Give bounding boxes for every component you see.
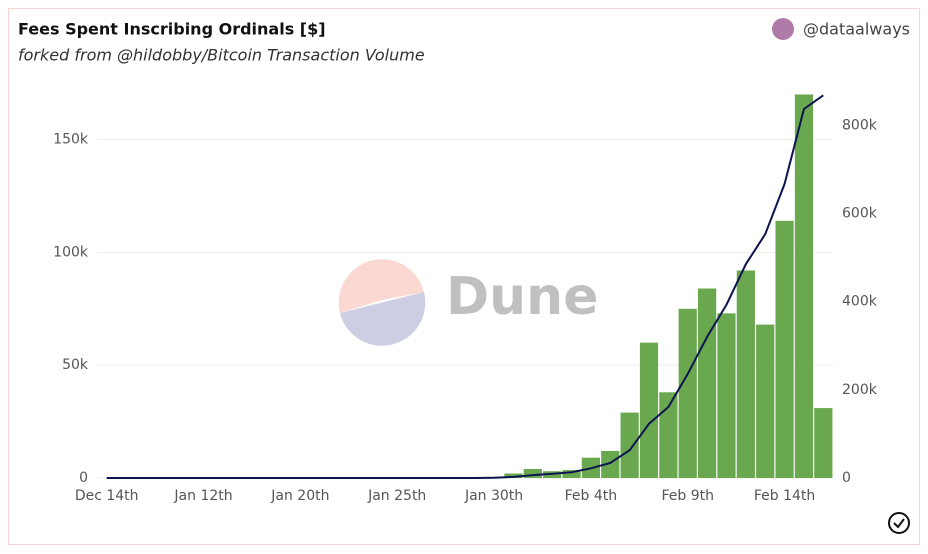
x-tick-label: Feb 9th bbox=[661, 488, 714, 504]
bar bbox=[775, 220, 794, 478]
bar bbox=[756, 324, 775, 478]
y2-tick-label: 200k bbox=[842, 382, 878, 398]
check-mark bbox=[893, 518, 905, 529]
bar bbox=[717, 313, 736, 478]
line bbox=[106, 94, 824, 479]
watermark-text: Dune bbox=[446, 267, 598, 327]
x-tick-label: Jan 25th bbox=[367, 488, 426, 504]
bar bbox=[659, 392, 678, 478]
bar bbox=[639, 342, 659, 478]
bar bbox=[504, 473, 523, 478]
check-icon[interactable] bbox=[888, 512, 910, 534]
y2-tick-label: 400k bbox=[842, 294, 878, 310]
watermark: Dune bbox=[338, 259, 598, 346]
bar bbox=[814, 408, 833, 478]
watermark-logo-top bbox=[338, 259, 424, 313]
bar bbox=[620, 412, 639, 478]
x-tick-label: Jan 12th bbox=[173, 488, 232, 504]
chart-subtitle: forked from @hildobby/Bitcoin Transactio… bbox=[18, 46, 425, 65]
bar bbox=[794, 94, 814, 478]
avatar[interactable] bbox=[772, 18, 794, 40]
y2-tick-label: 600k bbox=[842, 205, 878, 221]
x-tick-label: Feb 4th bbox=[565, 488, 618, 504]
y-tick-label: 0 bbox=[79, 470, 88, 486]
y-tick-label: 50k bbox=[62, 357, 89, 373]
bar bbox=[678, 308, 697, 478]
bar bbox=[736, 270, 755, 478]
bar bbox=[698, 288, 717, 478]
bar bbox=[601, 450, 620, 478]
bar bbox=[523, 468, 542, 478]
watermark-logo-bottom bbox=[340, 292, 426, 346]
x-tick-label: Jan 30th bbox=[464, 488, 523, 504]
y2-tick-label: 800k bbox=[842, 117, 878, 133]
x-tick-label: Feb 14th bbox=[754, 488, 815, 504]
chart-title: Fees Spent Inscribing Ordinals [$] bbox=[18, 20, 326, 39]
y-tick-label: 100k bbox=[53, 244, 89, 260]
bar bbox=[562, 470, 581, 478]
x-tick-label: Dec 14th bbox=[75, 488, 139, 504]
y2-tick-label: 0 bbox=[842, 470, 851, 486]
x-tick-label: Jan 20th bbox=[270, 488, 329, 504]
y-tick-label: 150k bbox=[53, 132, 89, 148]
author[interactable]: @dataalways bbox=[803, 20, 910, 39]
